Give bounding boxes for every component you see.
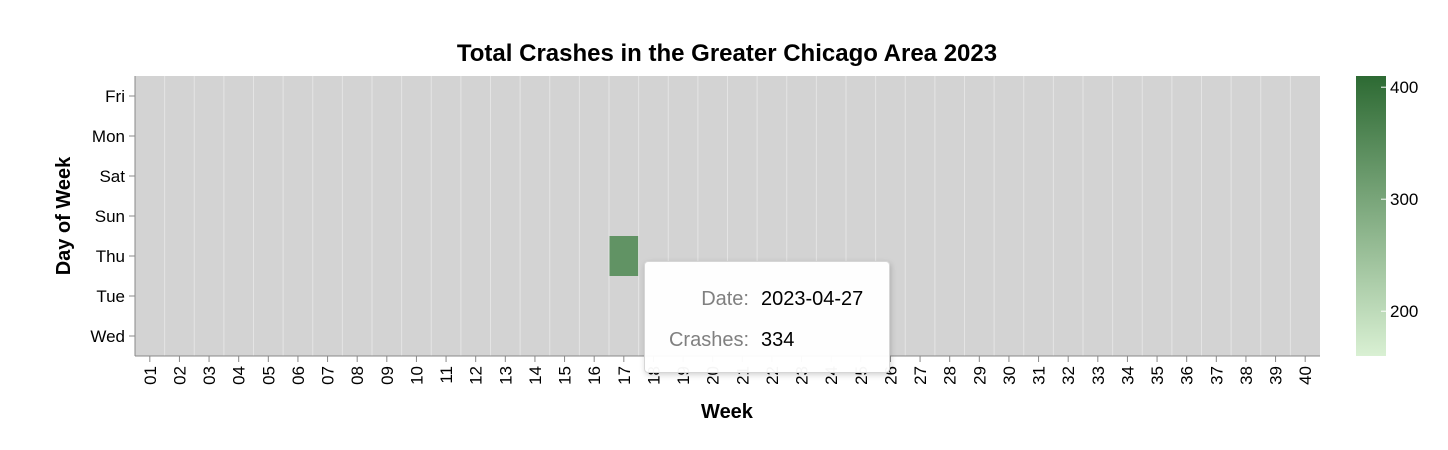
y-tick-label: Wed bbox=[90, 327, 125, 346]
legend-tick-label: 300 bbox=[1390, 190, 1418, 209]
data-tooltip: Date: 2023-04-27 Crashes: 334 bbox=[644, 261, 890, 373]
x-tick-label: 34 bbox=[1118, 366, 1137, 385]
tooltip-crashes-label: Crashes: bbox=[668, 329, 749, 351]
y-tick-label: Thu bbox=[96, 247, 125, 266]
x-tick-label: 40 bbox=[1296, 366, 1315, 385]
x-tick-label: 07 bbox=[319, 366, 338, 385]
x-tick-label: 13 bbox=[496, 366, 515, 385]
x-tick-label: 11 bbox=[437, 366, 456, 384]
x-tick-label: 37 bbox=[1207, 366, 1226, 385]
x-tick-label: 27 bbox=[911, 366, 930, 385]
heatmap-cell bbox=[609, 236, 639, 276]
color-legend: 200 300 400 bbox=[1356, 76, 1418, 356]
x-axis-title: Week bbox=[701, 401, 754, 423]
x-tick-label: 33 bbox=[1089, 366, 1108, 385]
x-tick-label: 30 bbox=[1000, 366, 1019, 385]
y-tick-label: Tue bbox=[96, 287, 125, 306]
x-tick-label: 38 bbox=[1237, 366, 1256, 385]
tooltip-date-label: Date: bbox=[701, 288, 749, 310]
x-tick-label: 35 bbox=[1148, 366, 1167, 385]
x-tick-label: 03 bbox=[200, 366, 219, 385]
y-tick-label: Fri bbox=[105, 87, 125, 106]
x-tick-label: 12 bbox=[467, 366, 486, 385]
x-tick-label: 06 bbox=[289, 366, 308, 385]
y-axis-title: Day of Week bbox=[53, 156, 75, 275]
x-tick-label: 32 bbox=[1059, 366, 1078, 385]
x-tick-label: 05 bbox=[259, 366, 278, 385]
x-tick-label: 15 bbox=[556, 366, 575, 385]
legend-gradient-bar bbox=[1356, 76, 1386, 356]
x-tick-label: 02 bbox=[170, 366, 189, 385]
legend-tick-label: 400 bbox=[1390, 78, 1418, 97]
x-tick-label: 01 bbox=[141, 366, 160, 385]
legend-tick-label: 200 bbox=[1390, 302, 1418, 321]
x-tick-label: 10 bbox=[407, 366, 426, 385]
tooltip-crashes-value: 334 bbox=[761, 329, 795, 351]
x-tick-label: 39 bbox=[1267, 366, 1286, 385]
y-tick-label: Sun bbox=[95, 207, 125, 226]
y-tick-label: Sat bbox=[99, 167, 125, 186]
x-tick-label: 17 bbox=[615, 366, 634, 385]
x-tick-label: 14 bbox=[526, 366, 545, 385]
x-tick-label: 36 bbox=[1178, 366, 1197, 385]
chart-title: Total Crashes in the Greater Chicago Are… bbox=[457, 40, 997, 67]
x-tick-label: 04 bbox=[230, 366, 249, 385]
x-tick-label: 16 bbox=[585, 366, 604, 385]
tooltip-date-value: 2023-04-27 bbox=[761, 288, 864, 310]
x-tick-label: 08 bbox=[348, 366, 367, 385]
x-tick-label: 09 bbox=[378, 366, 397, 385]
x-tick-label: 29 bbox=[970, 366, 989, 385]
x-tick-label: 28 bbox=[941, 366, 960, 385]
y-tick-label: Mon bbox=[92, 127, 125, 146]
x-tick-label: 31 bbox=[1030, 366, 1049, 385]
